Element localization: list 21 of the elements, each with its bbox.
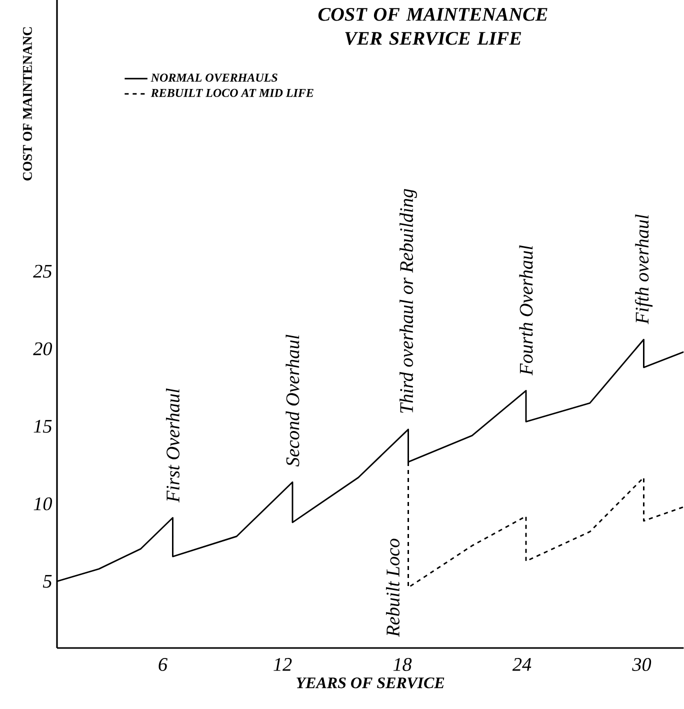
y-tick-label: 5 xyxy=(42,574,52,588)
annotation: Fourth Overhaul xyxy=(519,245,533,376)
text: COST OF MAINTENANCE VER SERVICE LIFE xyxy=(318,8,548,45)
legend-label: NORMAL OVERHAULS xyxy=(150,74,278,82)
annotation: Third overhaul or Rebuilding xyxy=(400,189,417,413)
annotation: Rebuilt Loco xyxy=(386,538,400,637)
y-tick-label: 25 xyxy=(33,264,52,278)
y-tick-label: 10 xyxy=(34,497,52,510)
annotation: Fifth overhaul xyxy=(634,214,653,324)
y-axis-title: COST OF MAINTENANC xyxy=(22,27,32,180)
x-axis-title: YEARS OF SERVICE xyxy=(296,677,444,688)
annotation: Second Overhaul xyxy=(286,334,300,467)
x-tick-label: 24 xyxy=(512,658,532,671)
x-tick-label: 18 xyxy=(393,658,412,671)
y-tick-label: 20 xyxy=(33,342,52,356)
x-tick-label: 6 xyxy=(158,658,168,671)
x-tick-label: 30 xyxy=(632,658,652,671)
legend-label: REBUILT LOCO AT MID LIFE xyxy=(150,88,314,97)
x-tick-label: 12 xyxy=(274,658,292,671)
annotation: First Overhaul xyxy=(166,388,180,502)
y-tick-label: 15 xyxy=(34,420,52,433)
